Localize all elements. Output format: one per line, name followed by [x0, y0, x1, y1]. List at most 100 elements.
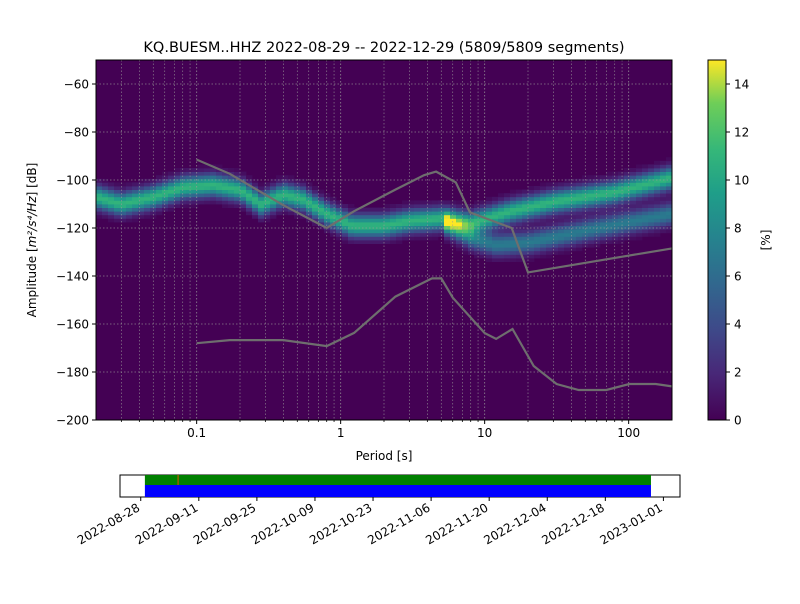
heatmap-cell — [456, 243, 463, 248]
heatmap-cell — [636, 204, 643, 208]
heatmap-cell — [450, 200, 457, 205]
heatmap-cell — [426, 236, 433, 241]
heatmap-cell — [480, 229, 487, 234]
heatmap-cell — [318, 204, 325, 208]
heatmap-cell — [546, 218, 553, 223]
x-tick-label: 10 — [477, 426, 492, 440]
heatmap-cell — [216, 171, 223, 176]
heatmap-cell — [456, 204, 463, 208]
heatmap-cell — [510, 211, 517, 216]
heatmap-cell — [564, 189, 571, 194]
heatmap-cell — [366, 232, 373, 237]
heatmap-cell — [648, 214, 655, 219]
heatmap-cell — [294, 178, 301, 183]
heatmap-cell — [312, 200, 319, 205]
heatmap-cell — [240, 204, 247, 208]
heatmap-cell — [258, 186, 265, 190]
heatmap-cell — [564, 240, 571, 244]
heatmap-cell — [498, 225, 505, 230]
heatmap-cell — [576, 232, 583, 237]
heatmap-cell — [642, 200, 649, 205]
heatmap-cell — [534, 207, 541, 212]
heatmap-cell — [156, 207, 163, 212]
heatmap-cell — [456, 232, 463, 237]
heatmap-cell — [474, 207, 481, 212]
heatmap-cell — [570, 207, 577, 212]
heatmap-cell — [180, 182, 187, 187]
heatmap-cell — [306, 214, 313, 219]
heatmap-cell — [540, 211, 547, 216]
heatmap-cell — [216, 189, 223, 194]
heatmap-cell — [102, 193, 109, 198]
heatmap-cell — [624, 182, 631, 187]
heatmap-cell — [528, 196, 535, 201]
heatmap-cell — [630, 178, 637, 183]
heatmap-cell — [108, 211, 115, 216]
heatmap-cell — [498, 200, 505, 205]
heatmap-cell — [486, 247, 493, 252]
heatmap-cell — [498, 247, 505, 252]
heatmap-cell — [600, 207, 607, 212]
heatmap-cell — [540, 186, 547, 190]
heatmap-cell — [408, 236, 415, 241]
heatmap-cell — [120, 214, 127, 219]
heatmap-cell — [666, 196, 673, 201]
heatmap-cell — [378, 214, 385, 219]
timeline-used-bar — [144, 475, 651, 485]
heatmap-cell — [456, 222, 463, 226]
heatmap-cell — [168, 189, 175, 194]
heatmap-cell — [444, 200, 451, 205]
heatmap-cell — [144, 211, 151, 216]
heatmap-cell — [264, 214, 271, 219]
heatmap-cell — [306, 182, 313, 187]
heatmap-cell — [384, 222, 391, 226]
heatmap-cell — [174, 182, 181, 187]
heatmap-cell — [504, 196, 511, 201]
heatmap-cell — [600, 214, 607, 219]
heatmap-cell — [492, 204, 499, 208]
heatmap-cell — [222, 193, 229, 198]
heatmap-cell — [636, 186, 643, 190]
heatmap-cell — [474, 211, 481, 216]
heatmap-cell — [642, 232, 649, 237]
heatmap-cell — [180, 204, 187, 208]
heatmap-cell — [408, 229, 415, 234]
heatmap-cell — [612, 229, 619, 234]
heatmap-cell — [474, 250, 481, 255]
heatmap-cell — [516, 204, 523, 208]
heatmap-cell — [432, 211, 439, 216]
heatmap-cell — [192, 189, 199, 194]
heatmap-cell — [366, 211, 373, 216]
heatmap-cell — [396, 236, 403, 241]
heatmap-cell — [462, 211, 469, 216]
heatmap-cell — [498, 240, 505, 244]
heatmap-cell — [360, 240, 367, 244]
heatmap-cell — [258, 193, 265, 198]
heatmap-cell — [624, 229, 631, 234]
heatmap-cell — [510, 243, 517, 248]
heatmap-cell — [636, 211, 643, 216]
heatmap-cell — [540, 204, 547, 208]
heatmap-cell — [276, 175, 283, 180]
heatmap-cell — [150, 178, 157, 183]
heatmap-cell — [570, 243, 577, 248]
heatmap-cell — [414, 211, 421, 216]
heatmap-cell — [546, 186, 553, 190]
heatmap-cell — [648, 171, 655, 176]
heatmap-cell — [552, 207, 559, 212]
heatmap-cell — [318, 214, 325, 219]
heatmap-cell — [294, 182, 301, 187]
heatmap-cell — [420, 222, 427, 226]
heatmap-cell — [360, 207, 367, 212]
heatmap-cell — [108, 196, 115, 201]
heatmap-cell — [660, 211, 667, 216]
heatmap-cell — [234, 171, 241, 176]
heatmap-cell — [120, 193, 127, 198]
heatmap-cell — [120, 182, 127, 187]
heatmap-cell — [654, 214, 661, 219]
heatmap-cell — [168, 207, 175, 212]
heatmap-cell — [612, 211, 619, 216]
heatmap-cell — [594, 200, 601, 205]
heatmap-cell — [588, 178, 595, 183]
